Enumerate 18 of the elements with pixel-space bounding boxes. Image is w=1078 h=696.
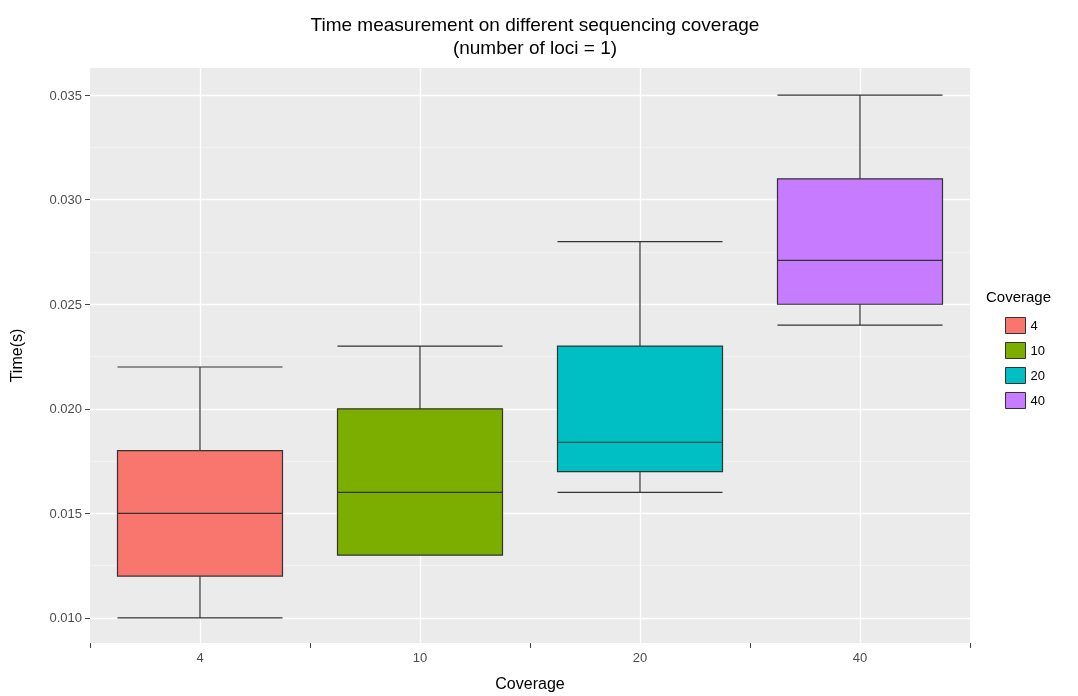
legend-label: 4 — [1030, 318, 1038, 333]
x-tick-label: 20 — [632, 650, 648, 665]
y-tick-label: 0.030 — [49, 192, 82, 208]
x-tick-label: 4 — [196, 650, 204, 665]
y-axis-title: Time(s) — [7, 328, 25, 383]
legend-label: 20 — [1030, 368, 1045, 383]
chart-title: Time measurement on different sequencing coverage (number of loci = 1) — [310, 14, 760, 58]
x-tick-label: 10 — [412, 650, 428, 665]
y-tick-label: 0.015 — [49, 505, 82, 521]
y-tick-label: 0.035 — [49, 87, 82, 103]
legend-title: Coverage — [985, 288, 1052, 305]
x-axis-title: Coverage — [495, 674, 565, 692]
y-tick-label: 0.010 — [49, 610, 82, 626]
y-tick-label: 0.020 — [49, 401, 82, 417]
legend-label: 40 — [1030, 393, 1045, 408]
y-tick-label: 0.025 — [49, 296, 82, 312]
x-tick-label: 40 — [852, 650, 868, 665]
legend-label: 10 — [1030, 343, 1045, 358]
